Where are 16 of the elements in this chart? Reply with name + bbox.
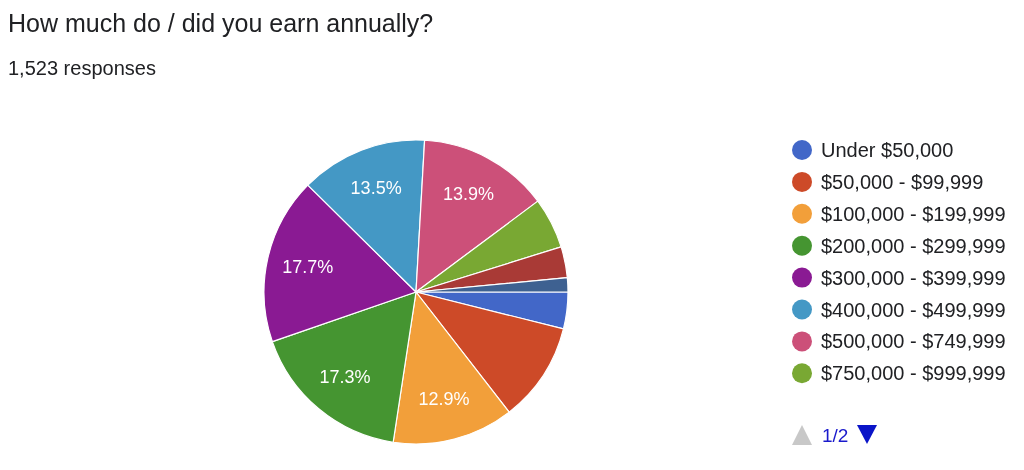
data-label: 13.5% bbox=[350, 178, 402, 199]
data-label: 12.9% bbox=[418, 389, 470, 410]
legend-label: $500,000 - $749,999 bbox=[821, 330, 1006, 353]
text: 1/2 bbox=[822, 424, 849, 446]
legend-label: $400,000 - $499,999 bbox=[821, 298, 1006, 321]
legend-label: $300,000 - $399,999 bbox=[821, 266, 1006, 289]
chart-title: How much do / did you earn annually? bbox=[8, 9, 434, 37]
legend-label: $200,000 - $299,999 bbox=[821, 234, 1006, 257]
data-label: 17.3% bbox=[319, 367, 371, 388]
legend-label: $750,000 - $999,999 bbox=[821, 362, 1006, 385]
legend-label: $100,000 - $199,999 bbox=[821, 202, 1006, 225]
legend-label: Under $50,000 bbox=[821, 139, 954, 161]
text: 1,523 responses bbox=[8, 57, 156, 79]
data-label: 13.9% bbox=[443, 184, 495, 205]
legend-label: $50,000 - $99,999 bbox=[821, 170, 984, 193]
data-label: 17.7% bbox=[282, 257, 334, 278]
